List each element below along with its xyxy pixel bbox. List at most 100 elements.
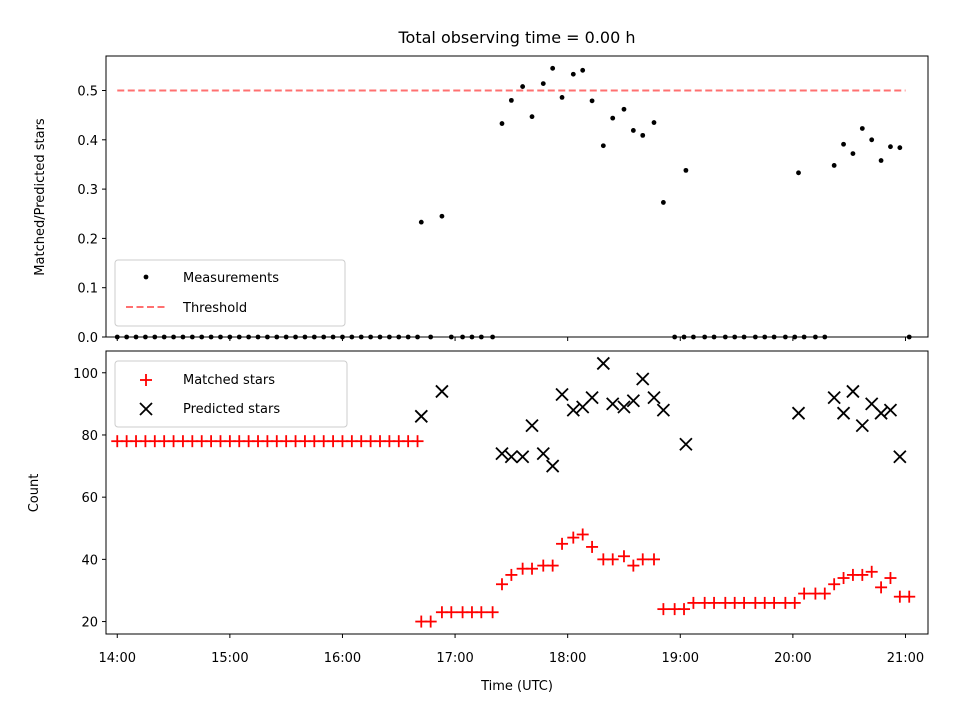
measurement-point (540, 81, 546, 87)
measurement-point (418, 219, 424, 225)
matched-star-point (567, 531, 580, 544)
top-y-tick-label: 0.5 (77, 85, 98, 100)
measurement-point (796, 170, 801, 176)
legend-measurements-label: Measurements (183, 271, 279, 286)
bottom-y-tick-label: 100 (73, 367, 98, 382)
measurement-point (888, 144, 893, 150)
predicted-star-point (893, 450, 907, 464)
matched-star-point (798, 587, 811, 600)
matched-star-point (828, 578, 841, 591)
predicted-star-point (515, 450, 530, 464)
bottom-x-axis-label: Time (UTC) (480, 679, 553, 694)
measurement-point (621, 106, 627, 112)
predicted-star-point (555, 387, 569, 402)
bottom-x-tick-label: 17:00 (436, 651, 473, 666)
bottom-x-tick-label: 19:00 (662, 651, 699, 666)
predicted-star-point (536, 446, 550, 461)
predicted-star-point (647, 391, 661, 405)
matched-star-point (627, 559, 640, 572)
measurement-point (439, 213, 445, 219)
bottom-x-tick-label: 16:00 (324, 651, 361, 666)
measurement-point (660, 200, 666, 205)
matched-star-point (445, 606, 458, 619)
top-y-tick-label: 0.4 (77, 134, 98, 149)
predicted-star-point (874, 406, 888, 420)
measurement-point (570, 71, 576, 77)
matched-star-point (636, 553, 649, 566)
matched-star-point (687, 596, 700, 609)
matched-star-point (657, 603, 670, 616)
top-legend: Measurements Threshold (114, 259, 346, 327)
measurement-point (610, 115, 616, 121)
matched-star-point (738, 596, 751, 609)
top-y-tick-label: 0.3 (77, 183, 98, 198)
predicted-star-point (504, 450, 519, 464)
matched-star-point (556, 537, 569, 550)
bottom-plot-area (111, 356, 916, 628)
measurement-point (897, 145, 903, 151)
matched-star-point (788, 596, 801, 609)
bottom-axes-frame (105, 350, 929, 635)
legend-matched-label: Matched stars (183, 373, 275, 388)
measurement-point (559, 95, 565, 100)
predicted-star-point (606, 397, 620, 411)
top-y-tick-label: 0.2 (77, 232, 98, 247)
matched-star-point (486, 606, 499, 619)
top-chart-title: Total observing time = 0.00 h (397, 28, 635, 47)
measurement-point (600, 143, 606, 149)
matched-star-point (411, 435, 424, 448)
predicted-star-point (435, 384, 449, 399)
matched-star-point (576, 528, 589, 541)
measurement-point (869, 137, 875, 143)
measurement-point (831, 163, 837, 168)
top-axes-frame (105, 55, 929, 338)
predicted-star-point (495, 446, 509, 461)
top-plot-area (114, 65, 912, 340)
predicted-star-point (827, 391, 841, 405)
predicted-star-point (617, 400, 631, 414)
measurement-point (878, 158, 884, 163)
predicted-star-point (791, 406, 806, 420)
bottom-x-tick-label: 20:00 (774, 651, 811, 666)
measurement-point (520, 84, 526, 89)
predicted-star-point (883, 403, 898, 417)
top-y-ticks: 0.0 0.1 0.2 0.3 0.4 0.5 (77, 85, 106, 346)
bottom-x-tick-label: 21:00 (887, 651, 924, 666)
top-legend-box (114, 259, 346, 327)
predicted-star-point (679, 437, 693, 451)
matched-star-point (505, 568, 518, 581)
top-panel: Total observing time = 0.00 h Matched/Pr… (33, 28, 929, 346)
predicted-star-point (636, 372, 650, 386)
measurement-point (841, 141, 846, 147)
matched-star-point (526, 562, 539, 575)
measurement-point (529, 114, 535, 120)
matched-star-point (708, 596, 721, 609)
top-y-tick-label: 0.1 (77, 282, 98, 297)
top-y-tick-label: 0.0 (77, 331, 98, 346)
legend-predicted-label: Predicted stars (183, 402, 280, 417)
predicted-star-point (525, 419, 539, 433)
predicted-star-point (546, 459, 560, 473)
matched-star-point (424, 615, 437, 628)
bottom-y-ticks: 20 40 60 80 100 (73, 367, 106, 631)
predicted-star-point (836, 406, 851, 420)
matched-star-point (495, 578, 508, 591)
legend-measurements-marker (143, 274, 149, 280)
legend-threshold-label: Threshold (182, 301, 247, 316)
predicted-star-point (414, 409, 428, 423)
predicted-star-point (596, 356, 610, 371)
bottom-x-tick-label: 14:00 (99, 651, 136, 666)
matched-star-point (837, 572, 850, 585)
legend-matched-marker (140, 374, 152, 386)
matched-star-point (903, 590, 916, 603)
measurement-point (850, 151, 856, 157)
matched-star-point (875, 581, 888, 594)
measurement-point (508, 97, 514, 103)
measurement-point (550, 65, 556, 71)
top-y-axis-label: Matched/Predicted stars (33, 118, 48, 276)
measurement-point (651, 120, 657, 125)
bottom-y-axis-label: Count (27, 474, 42, 513)
bottom-y-tick-label: 20 (81, 616, 98, 631)
measurement-point (640, 132, 646, 138)
